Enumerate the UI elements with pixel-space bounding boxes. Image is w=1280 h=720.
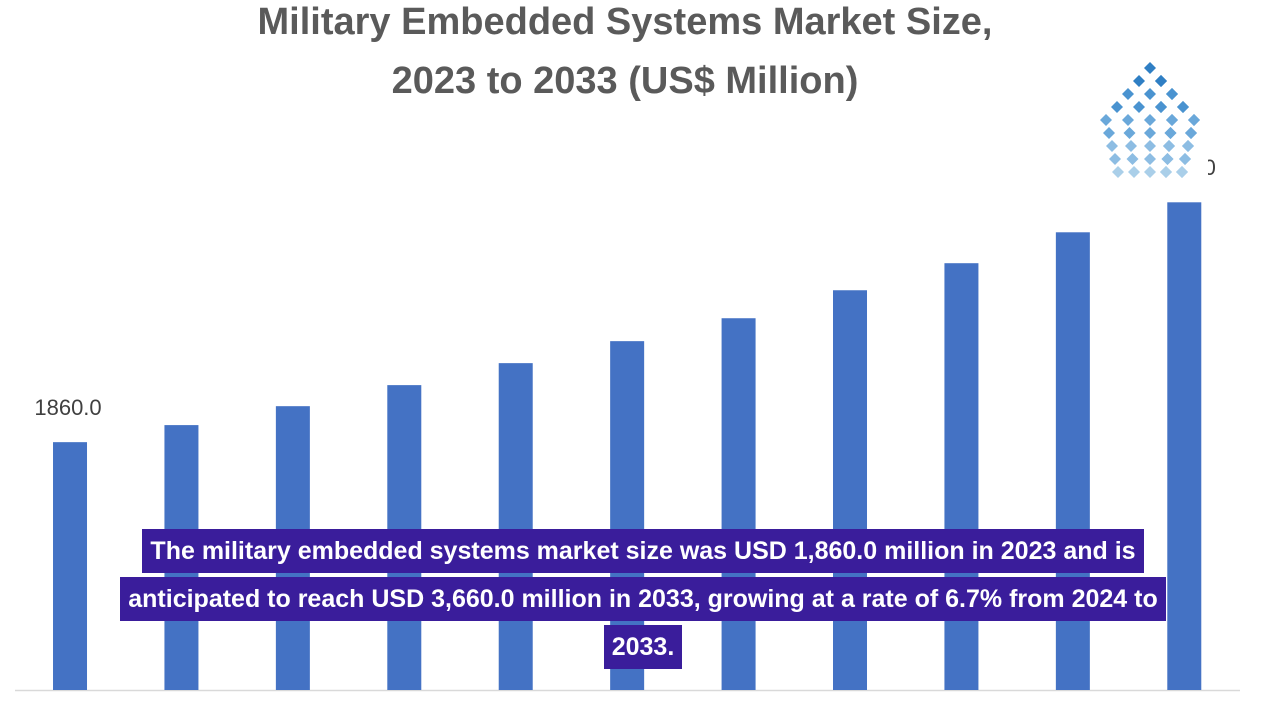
caption: The military embedded systems market siz… (0, 529, 1280, 673)
logo-diamond (1122, 88, 1134, 100)
data-label: 1860.0 (34, 395, 101, 420)
chart-title: Military Embedded Systems Market Size, (258, 1, 993, 43)
logo-diamond (1123, 127, 1136, 139)
logo-diamond (1128, 166, 1140, 178)
logo-diamond (1163, 140, 1175, 152)
logo-diamond (1133, 101, 1145, 113)
caption-line: The military embedded systems market siz… (142, 529, 1144, 573)
logo-diamond (1133, 75, 1145, 87)
bar (53, 442, 88, 690)
caption-line: 2033. (603, 625, 683, 669)
logo-diamond (1126, 153, 1139, 165)
logo-diamond (1185, 127, 1197, 139)
bar (833, 290, 868, 690)
logo-diamond (1144, 166, 1156, 178)
logo-diamond (1164, 127, 1177, 139)
logo-diamond (1188, 114, 1200, 126)
logo-diamond (1166, 114, 1178, 126)
chart-title: 2023 to 2033 (US$ Million) (392, 60, 859, 102)
logo-diamond (1176, 166, 1188, 178)
logo-diamond (1112, 166, 1124, 178)
logo-diamond (1100, 114, 1112, 126)
logo-diamond (1125, 140, 1137, 152)
caption-line: anticipated to reach USD 3,660.0 million… (120, 577, 1166, 621)
logo-diamond (1106, 140, 1118, 152)
logo-diamond (1144, 153, 1156, 165)
logo-diamond (1109, 153, 1121, 165)
logo-diamond (1144, 127, 1156, 139)
logo-diamond (1160, 166, 1172, 178)
logo-diamond (1144, 88, 1156, 100)
logo-diamond (1144, 114, 1156, 126)
bar (1167, 202, 1202, 690)
bar (498, 363, 533, 690)
logo-diamond (1144, 140, 1156, 152)
logo-diamond (1144, 62, 1156, 74)
logo-diamond (1122, 114, 1134, 126)
logo-diamond (1111, 101, 1123, 113)
logo-diamond (1103, 127, 1115, 139)
logo-diamond (1155, 75, 1167, 87)
logo-diamond (1155, 101, 1167, 113)
logo-diamond (1161, 153, 1174, 165)
logo-diamond (1179, 153, 1191, 165)
logo-diamond (1166, 88, 1178, 100)
logo-diamond (1182, 140, 1194, 152)
logo-diamond (1177, 101, 1189, 113)
bar (721, 318, 756, 690)
